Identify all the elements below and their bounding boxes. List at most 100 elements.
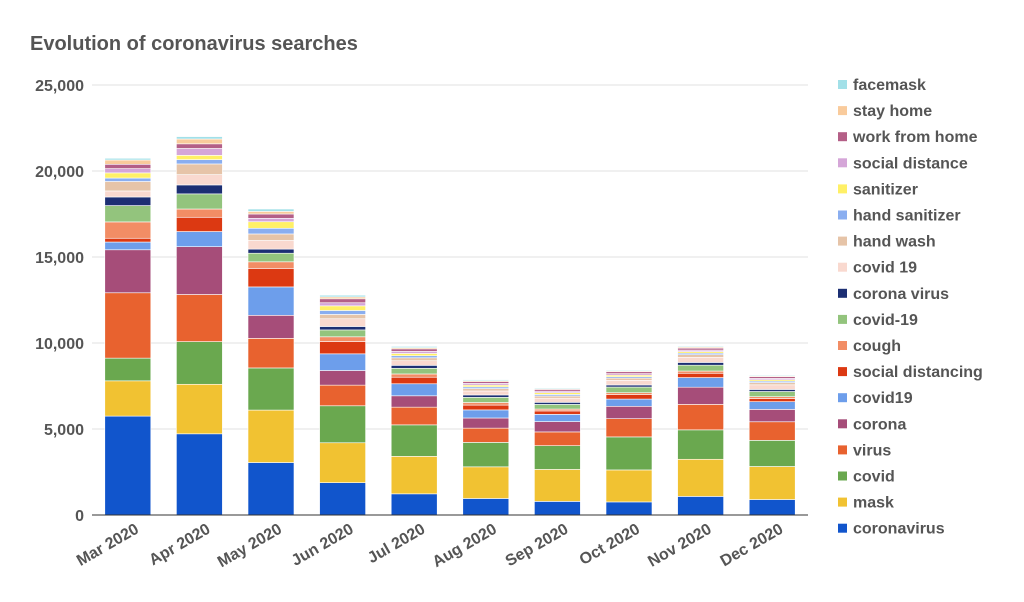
bar-segment <box>319 326 366 331</box>
bar-segment <box>247 221 295 229</box>
legend-label: corona virus <box>853 286 949 303</box>
bar-segment <box>104 205 152 223</box>
bar-segment <box>247 213 295 219</box>
bar-segment <box>677 429 724 460</box>
bar-segment <box>748 389 796 392</box>
bar-segment <box>605 501 653 516</box>
bar-segment <box>677 345 724 348</box>
bar-segment <box>247 227 295 235</box>
bar-segment <box>176 136 223 140</box>
bar-segment <box>104 190 152 198</box>
bar-segment <box>462 417 510 429</box>
bar-segment <box>677 356 724 363</box>
bar-segment <box>462 404 510 411</box>
bar-segment <box>247 211 295 215</box>
x-tick-label: Dec 2020 <box>718 521 787 570</box>
bar-segment <box>748 421 796 441</box>
bar-segment <box>748 398 796 402</box>
bar-segment <box>534 404 581 410</box>
x-tick-label: Oct 2020 <box>577 521 643 569</box>
bar-segment <box>104 157 152 161</box>
bar-segment <box>319 305 366 311</box>
bar-segment <box>247 218 295 223</box>
legend-swatch <box>838 497 847 507</box>
legend-item: hand wash <box>838 234 936 251</box>
bar-segment <box>462 466 510 499</box>
bar-segment <box>176 193 223 210</box>
legend-item: covid19 <box>838 390 913 407</box>
legend-label: covid19 <box>853 390 913 407</box>
legend-label: covid 19 <box>853 260 917 277</box>
bar-segment <box>104 237 152 243</box>
bar-segment <box>247 286 295 316</box>
bar-segment <box>104 241 152 251</box>
bar-segment <box>677 386 724 405</box>
bar-segment <box>748 382 796 386</box>
bar-segment <box>390 424 438 457</box>
bar-segment <box>462 427 510 443</box>
bar-stack <box>319 294 366 516</box>
bar-segment <box>247 409 295 463</box>
bar-segment <box>319 294 366 298</box>
y-tick-label: 0 <box>75 508 84 525</box>
bar-segment <box>605 386 653 394</box>
x-tick-label: Aug 2020 <box>430 521 500 571</box>
bar-segment <box>748 391 796 397</box>
y-tick-label: 20,000 <box>35 164 84 181</box>
bar-segment <box>677 377 724 388</box>
legend-swatch <box>838 184 847 194</box>
bar-segment <box>319 302 366 307</box>
bar-segment <box>247 338 295 369</box>
bar-segment <box>462 390 510 396</box>
y-axis-ticks: 0 5,000 10,000 15,000 20,000 25,000 <box>35 78 84 525</box>
legend-label: sanitizer <box>853 181 918 198</box>
bar-segment <box>176 184 223 195</box>
bar-segment <box>319 298 366 304</box>
bar-stack <box>677 345 724 516</box>
bar-segment <box>176 155 223 160</box>
chart-title: Evolution of coronavirus searches <box>30 33 358 55</box>
x-tick-label: Nov 2020 <box>645 521 714 571</box>
bar-segment <box>319 353 366 371</box>
x-tick-label: Jun 2020 <box>289 521 357 570</box>
bar-segment <box>247 240 295 250</box>
bar-segment <box>104 159 152 165</box>
x-tick-label: Mar 2020 <box>74 521 142 570</box>
legend-label: hand sanitizer <box>853 208 961 225</box>
bar-segment <box>534 402 581 405</box>
bar-segment <box>534 445 581 470</box>
bar-segment <box>390 360 438 366</box>
legend-item: virus <box>838 442 891 459</box>
legend-item: mask <box>838 495 894 512</box>
legend-item: sanitizer <box>838 181 918 198</box>
legend-item: covid <box>838 469 895 486</box>
legend-item: coronavirus <box>838 521 945 538</box>
bar-segment <box>104 172 152 179</box>
x-tick-label: Apr 2020 <box>146 521 213 570</box>
bar-segment <box>534 397 581 403</box>
bar-segment <box>247 367 295 411</box>
bar-segment <box>605 436 653 471</box>
bar-segment <box>319 405 366 444</box>
bar-segment <box>748 374 796 377</box>
bar-segment <box>390 456 438 495</box>
bar-segment <box>390 355 438 359</box>
bar-segment <box>176 216 223 232</box>
bar-segment <box>534 501 581 516</box>
legend-label: covid <box>853 469 895 486</box>
bar-segment <box>677 496 724 516</box>
legend-swatch <box>838 262 847 272</box>
y-tick-label: 10,000 <box>35 336 84 353</box>
legend-swatch <box>838 158 847 168</box>
bars <box>104 136 796 516</box>
bar-segment <box>176 383 223 435</box>
bar-segment <box>247 315 295 339</box>
legend-swatch <box>838 288 847 298</box>
x-axis-ticks: Mar 2020 Apr 2020 May 2020 Jun 2020 Jul 2020… <box>74 521 786 571</box>
bar-segment <box>104 380 152 417</box>
x-tick-label: Sep 2020 <box>503 521 572 570</box>
x-tick-label: Jul 2020 <box>365 521 428 567</box>
bar-segment <box>104 357 152 382</box>
bar-segment <box>176 143 223 149</box>
bar-segment <box>104 249 152 294</box>
